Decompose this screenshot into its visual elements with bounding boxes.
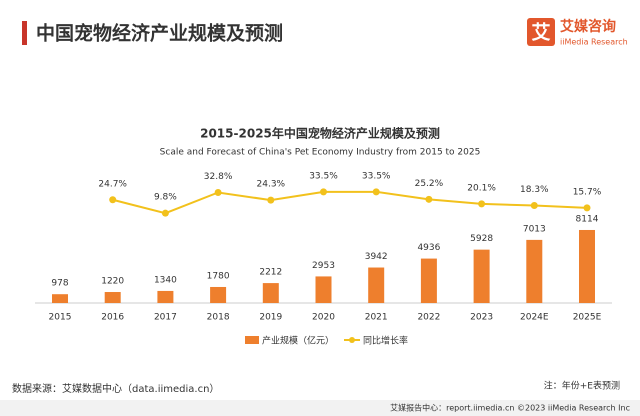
legend-label: 产业规模（亿元） bbox=[262, 335, 334, 347]
bar-label: 978 bbox=[51, 279, 68, 289]
x-tick-label: 2016 bbox=[101, 313, 124, 323]
x-tick-label: 2018 bbox=[207, 313, 230, 323]
growth-point bbox=[372, 188, 380, 196]
bar-label: 8114 bbox=[576, 214, 599, 224]
growth-point bbox=[478, 200, 486, 208]
x-tick-label: 2025E bbox=[573, 313, 602, 323]
legend-swatch bbox=[349, 337, 355, 343]
legend-swatch bbox=[245, 336, 259, 344]
growth-label: 24.3% bbox=[257, 180, 286, 190]
logo-name: 艾媒咨询 bbox=[560, 18, 616, 35]
source: 数据来源：艾媒数据中心（data.iimedia.cn） bbox=[12, 382, 219, 395]
growth-point bbox=[109, 196, 117, 204]
growth-point bbox=[583, 204, 591, 212]
bar bbox=[526, 239, 543, 303]
bar-label: 5928 bbox=[470, 234, 493, 244]
x-tick-label: 2023 bbox=[470, 313, 493, 323]
footer-band bbox=[0, 400, 640, 416]
bar-label: 1340 bbox=[154, 275, 177, 285]
x-tick-label: 2015 bbox=[49, 313, 72, 323]
growth-label: 33.5% bbox=[309, 171, 338, 181]
bar bbox=[210, 286, 227, 303]
bar-label: 3942 bbox=[365, 252, 388, 262]
bar bbox=[52, 294, 68, 303]
bar-label: 7013 bbox=[523, 224, 546, 234]
bar bbox=[157, 290, 174, 303]
bar bbox=[579, 229, 595, 303]
growth-point bbox=[161, 209, 169, 217]
x-tick-label: 2022 bbox=[417, 313, 440, 323]
growth-point bbox=[425, 195, 433, 203]
bar-label: 1780 bbox=[207, 271, 230, 281]
chart-title: 2015-2025年中国宠物经济产业规模及预测 bbox=[200, 126, 440, 141]
bar-label: 2212 bbox=[259, 268, 282, 278]
bar bbox=[420, 258, 437, 303]
chart-subtitle: Scale and Forecast of China's Pet Econom… bbox=[160, 148, 481, 158]
title-accent bbox=[22, 21, 27, 45]
x-tick-label: 2021 bbox=[365, 313, 388, 323]
growth-point bbox=[267, 196, 275, 204]
bar-label: 1220 bbox=[101, 277, 124, 287]
growth-label: 24.7% bbox=[98, 179, 127, 189]
growth-point bbox=[320, 188, 327, 196]
growth-label: 32.8% bbox=[204, 172, 233, 182]
x-tick-label: 2017 bbox=[154, 313, 177, 323]
logo-box bbox=[527, 18, 555, 46]
growth-label: 15.7% bbox=[573, 187, 602, 197]
note: 注：年份+E表预测 bbox=[544, 380, 620, 392]
growth-label: 33.5% bbox=[362, 171, 391, 181]
x-tick-label: 2024E bbox=[520, 313, 549, 323]
growth-label: 9.8% bbox=[154, 193, 177, 203]
bar bbox=[262, 283, 279, 303]
logo-icon: 艾 bbox=[531, 22, 550, 44]
growth-point bbox=[214, 188, 222, 196]
x-tick-label: 2019 bbox=[259, 313, 282, 323]
bar bbox=[368, 267, 385, 303]
growth-point bbox=[530, 202, 538, 210]
growth-line bbox=[112, 190, 588, 215]
logo-sub: iiMedia Research bbox=[560, 38, 628, 47]
x-tick-label: 2020 bbox=[312, 313, 335, 323]
bar bbox=[315, 276, 332, 303]
bar bbox=[473, 249, 490, 303]
credit: 艾媒报告中心：report.iimedia.cn ©2023 iiMedia R… bbox=[390, 403, 630, 413]
growth-label: 25.2% bbox=[415, 179, 444, 189]
growth-label: 20.1% bbox=[467, 183, 496, 193]
legend-label: 同比增长率 bbox=[363, 335, 408, 347]
growth-label: 18.3% bbox=[520, 185, 549, 195]
page-title: 中国宠物经济产业规模及预测 bbox=[36, 22, 283, 45]
bar bbox=[104, 292, 121, 303]
bar-label: 4936 bbox=[417, 243, 440, 253]
bar-label: 2953 bbox=[312, 261, 335, 271]
